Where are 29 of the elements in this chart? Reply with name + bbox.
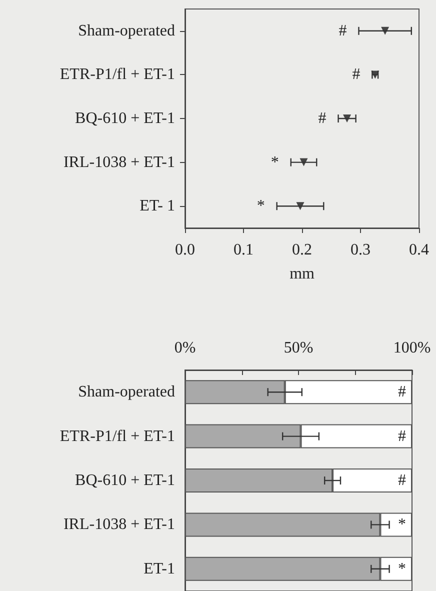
annotation: * (256, 198, 265, 215)
y-tick-label: BQ-610 + ET-1 (75, 472, 175, 489)
x2-tick-label: 50% (284, 340, 314, 356)
annotation: # (398, 428, 406, 445)
y-tick-label: Sham-operated (78, 384, 175, 401)
x2-tick-label: 0% (174, 340, 196, 356)
y-tick-label: ET-1 (144, 560, 175, 578)
y-tick-label: IRL-1038 + ET-1 (63, 516, 175, 534)
annotation: # (338, 22, 347, 40)
x-tick-label: 0.4 (409, 242, 429, 258)
y-tick-label: IRL-1038 + ET-1 (63, 154, 175, 171)
y-tick-label: ETR-P1/fl + ET-1 (60, 66, 175, 84)
y-tick-label: ET- 1 (140, 198, 175, 215)
annotation: * (398, 516, 406, 534)
y-tick-label: ETR-P1/fl + ET-1 (60, 428, 175, 445)
annotation: # (352, 66, 360, 84)
annotation: # (318, 110, 326, 127)
x-tick-label: 0.3 (350, 242, 370, 258)
x-tick-label: 0.2 (292, 242, 312, 258)
annotation: * (270, 154, 279, 171)
x2-tick-label: 100% (393, 340, 431, 356)
annotation: * (398, 560, 406, 578)
x-axis-title: mm (290, 266, 315, 282)
annotation: # (398, 472, 406, 489)
y-tick-label: BQ-610 + ET-1 (75, 110, 175, 127)
y-tick-label: Sham-operated (78, 22, 175, 40)
x-tick-label: 0.0 (175, 242, 195, 258)
annotation: # (398, 384, 406, 401)
x-tick-label: 0.1 (234, 242, 254, 258)
